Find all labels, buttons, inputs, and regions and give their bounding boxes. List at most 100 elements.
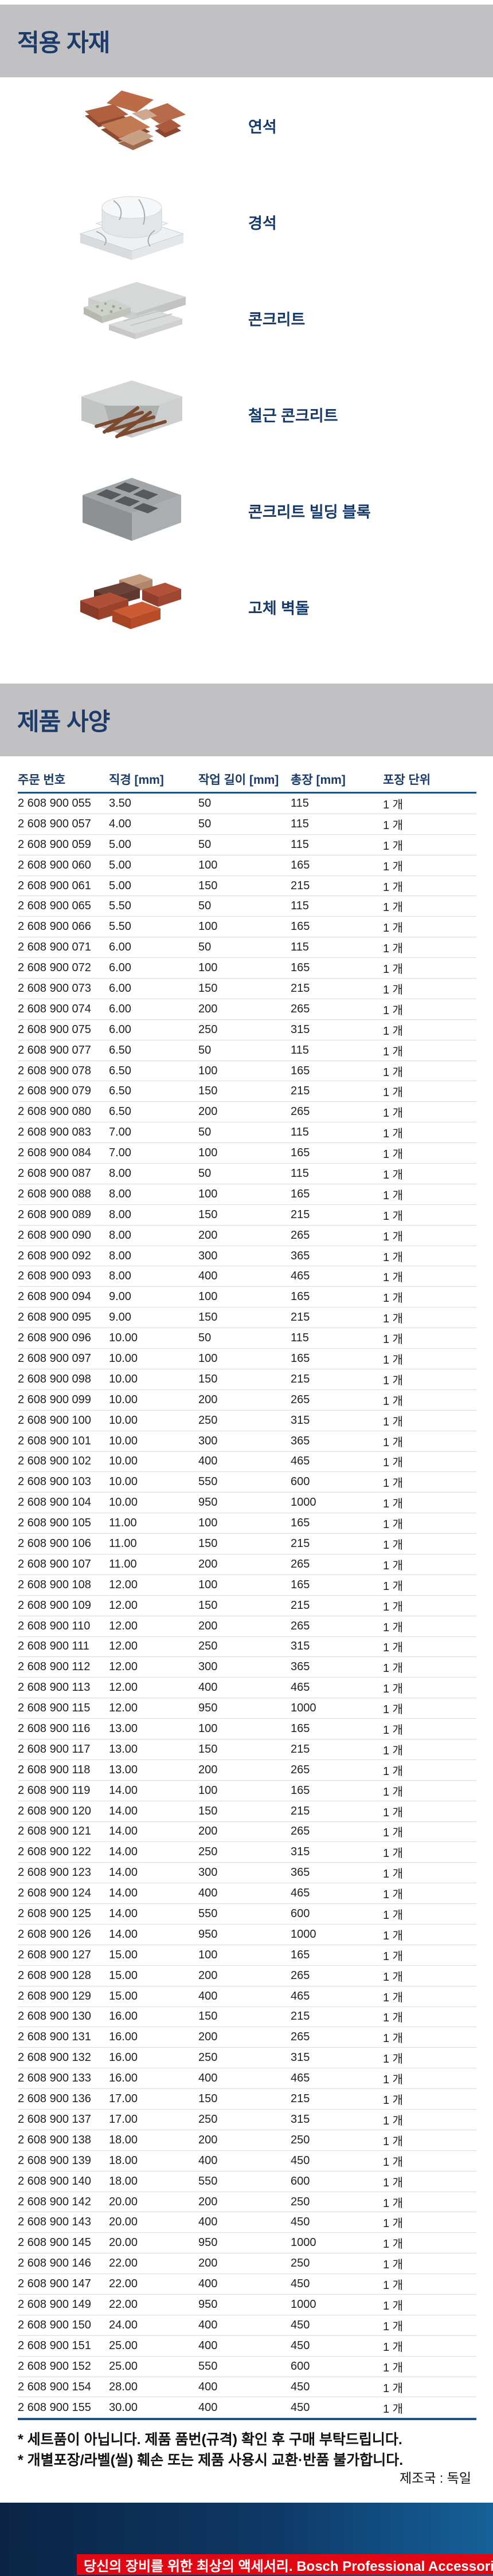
table-row: 2 608 900 084 7.00 100 165 1 개 (18, 1143, 476, 1164)
table-row: 2 608 900 097 10.00 100 165 1 개 (18, 1349, 476, 1369)
table-cell-pack-unit: 1 개 (383, 819, 404, 832)
table-cell-diameter: 10.00 (109, 1496, 138, 1509)
table-cell-pack-unit: 1 개 (383, 881, 404, 894)
table-cell-diameter: 12.00 (109, 1619, 138, 1632)
table-row: 2 608 900 099 10.00 200 265 1 개 (18, 1390, 476, 1411)
table-cell-total-length: 265 (291, 1002, 310, 1015)
table-cell-order-number: 2 608 900 059 (18, 838, 91, 851)
table-cell-diameter: 16.00 (109, 2010, 138, 2023)
table-cell-total-length: 165 (291, 1146, 310, 1160)
table-cell-diameter: 25.00 (109, 2359, 138, 2373)
table-row: 2 608 900 126 14.00 950 1000 1 개 (18, 1925, 476, 1945)
table-cell-diameter: 10.00 (109, 1352, 138, 1365)
table-cell-working-length: 100 (198, 1290, 218, 1303)
table-row: 2 608 900 112 12.00 300 365 1 개 (18, 1657, 476, 1678)
table-cell-order-number: 2 608 900 155 (18, 2401, 91, 2414)
table-cell-pack-unit: 1 개 (383, 2217, 404, 2231)
table-cell-order-number: 2 608 900 080 (18, 1105, 91, 1118)
table-cell-pack-unit: 1 개 (383, 2074, 404, 2087)
origin-label: 제조국 : 독일 (400, 2471, 471, 2485)
material-label: 경석 (248, 214, 277, 232)
table-cell-pack-unit: 1 개 (383, 1888, 404, 1902)
table-cell-order-number: 2 608 900 109 (18, 1599, 91, 1612)
table-cell-working-length: 400 (198, 1989, 218, 2002)
table-cell-order-number: 2 608 900 104 (18, 1496, 91, 1509)
table-cell-diameter: 18.00 (109, 2154, 138, 2167)
table-cell-working-length: 400 (198, 1270, 218, 1283)
table-cell-working-length: 400 (198, 2401, 218, 2414)
table-cell-working-length: 150 (198, 1208, 218, 1221)
table-cell-working-length: 150 (198, 1372, 218, 1385)
table-cell-order-number: 2 608 900 130 (18, 2010, 91, 2023)
table-cell-working-length: 400 (198, 1455, 218, 1468)
table-cell-total-length: 1000 (291, 1496, 316, 1509)
table-row: 2 608 900 146 22.00 200 250 1 개 (18, 2253, 476, 2275)
spec-table: 주문 번호 직경 [mm] 작업 길이 [mm] 총장 [mm] 포장 단위 2… (18, 767, 476, 2421)
table-row: 2 608 900 130 16.00 150 215 1 개 (18, 2007, 476, 2028)
table-cell-diameter: 28.00 (109, 2380, 138, 2393)
table-cell-total-length: 1000 (291, 1702, 316, 1715)
material-item: 콘크리트 (0, 270, 493, 366)
table-cell-order-number: 2 608 900 115 (18, 1702, 91, 1715)
material-label: 콘크리트 빌딩 블록 (248, 503, 371, 521)
table-cell-pack-unit: 1 개 (383, 1128, 404, 1141)
table-row: 2 608 900 094 9.00 100 165 1 개 (18, 1287, 476, 1308)
table-cell-total-length: 115 (291, 817, 309, 830)
table-cell-diameter: 18.00 (109, 2133, 138, 2146)
table-cell-pack-unit: 1 개 (383, 1333, 404, 1346)
table-cell-order-number: 2 608 900 149 (18, 2298, 91, 2311)
table-cell-pack-unit: 1 개 (383, 1559, 404, 1572)
table-cell-pack-unit: 1 개 (383, 1785, 404, 1799)
table-cell-total-length: 115 (291, 1126, 309, 1139)
table-cell-pack-unit: 1 개 (383, 1806, 404, 1819)
table-row: 2 608 900 108 12.00 100 165 1 개 (18, 1575, 476, 1596)
table-cell-diameter: 7.00 (109, 1146, 131, 1160)
table-cell-working-length: 100 (198, 1187, 218, 1200)
table-row: 2 608 900 115 12.00 950 1000 1 개 (18, 1698, 476, 1719)
table-cell-working-length: 100 (198, 920, 218, 933)
table-cell-order-number: 2 608 900 088 (18, 1187, 91, 1200)
table-row: 2 608 900 088 8.00 100 165 1 개 (18, 1184, 476, 1205)
table-cell-diameter: 12.00 (109, 1702, 138, 1715)
table-cell-pack-unit: 1 개 (383, 1827, 404, 1840)
table-cell-total-length: 215 (291, 1742, 310, 1756)
table-cell-working-length: 50 (198, 1167, 212, 1180)
table-cell-diameter: 17.00 (109, 2112, 138, 2126)
table-cell-working-length: 550 (198, 2359, 218, 2373)
table-row: 2 608 900 055 3.50 50 115 1 개 (18, 794, 476, 814)
table-cell-order-number: 2 608 900 129 (18, 1989, 91, 2002)
table-cell-order-number: 2 608 900 118 (18, 1763, 91, 1776)
table-row: 2 608 900 131 16.00 200 265 1 개 (18, 2027, 476, 2048)
table-row: 2 608 900 096 10.00 50 115 1 개 (18, 1328, 476, 1349)
table-cell-total-length: 265 (291, 1619, 310, 1632)
table-cell-working-length: 100 (198, 1146, 218, 1160)
table-cell-order-number: 2 608 900 079 (18, 1085, 91, 1098)
table-cell-pack-unit: 1 개 (383, 839, 404, 853)
table-cell-working-length: 200 (198, 1825, 218, 1838)
table-cell-pack-unit: 1 개 (383, 2320, 404, 2333)
table-cell-diameter: 8.00 (109, 1270, 131, 1283)
table-cell-total-length: 1000 (291, 1927, 316, 1941)
table-cell-total-length: 165 (291, 961, 310, 975)
table-cell-diameter: 22.00 (109, 2298, 138, 2311)
table-cell-working-length: 200 (198, 1763, 218, 1776)
table-cell-order-number: 2 608 900 121 (18, 1825, 91, 1838)
table-cell-pack-unit: 1 개 (383, 2402, 404, 2416)
table-cell-diameter: 10.00 (109, 1372, 138, 1385)
table-cell-working-length: 50 (198, 941, 212, 954)
table-cell-pack-unit: 1 개 (383, 1600, 404, 1613)
table-cell-order-number: 2 608 900 119 (18, 1784, 91, 1797)
table-cell-order-number: 2 608 900 078 (18, 1064, 91, 1077)
table-row: 2 608 900 139 18.00 400 450 1 개 (18, 2151, 476, 2171)
table-row: 2 608 900 095 9.00 150 215 1 개 (18, 1307, 476, 1329)
table-cell-diameter: 22.00 (109, 2257, 138, 2270)
table-cell-pack-unit: 1 개 (383, 963, 404, 976)
table-cell-pack-unit: 1 개 (383, 2197, 404, 2210)
table-cell-diameter: 3.50 (109, 796, 131, 810)
table-cell-diameter: 12.00 (109, 1681, 138, 1694)
table-cell-pack-unit: 1 개 (383, 2176, 404, 2189)
table-cell-pack-unit: 1 개 (383, 2114, 404, 2127)
table-cell-order-number: 2 608 900 101 (18, 1434, 91, 1447)
table-cell-diameter: 16.00 (109, 2072, 138, 2085)
table-row: 2 608 900 151 25.00 400 450 1 개 (18, 2336, 476, 2357)
